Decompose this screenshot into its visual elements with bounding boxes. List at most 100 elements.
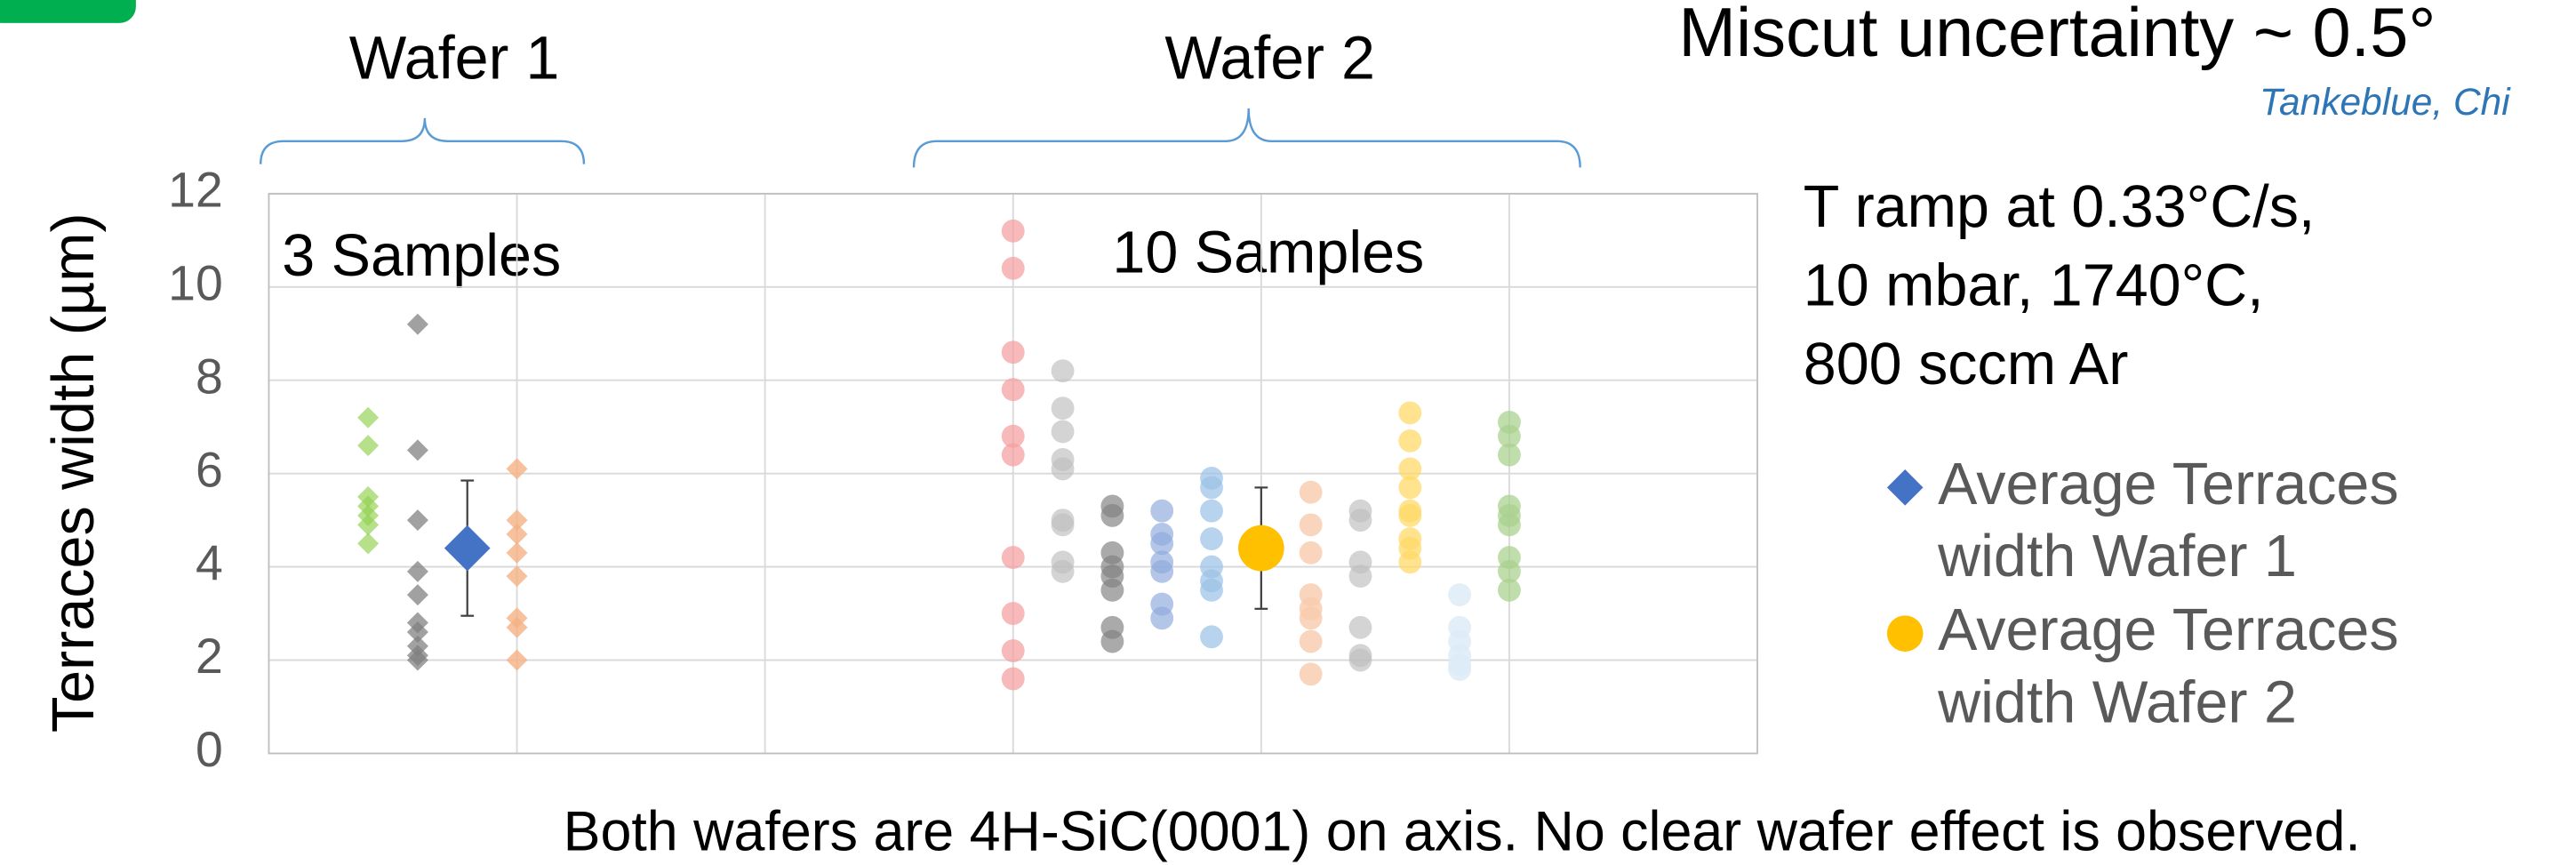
data-point — [1398, 476, 1422, 500]
legend-label: Average Terraces width Wafer 1 — [1938, 449, 2399, 589]
data-point — [1001, 667, 1025, 691]
data-point — [1398, 550, 1422, 574]
data-point — [506, 649, 528, 671]
data-point — [357, 406, 380, 428]
data-point — [1001, 602, 1025, 625]
data-point — [1150, 532, 1174, 556]
data-point — [506, 458, 528, 480]
data-point — [1001, 546, 1025, 570]
note-line: T ramp at 0.33°C/s, — [1804, 174, 2316, 240]
data-point — [1498, 424, 1521, 448]
data-point — [1200, 476, 1223, 500]
data-point — [1448, 658, 1472, 681]
note-line: 10 mbar, 1740°C, — [1804, 252, 2264, 318]
group-label: Wafer 2 — [1164, 25, 1375, 92]
average-point — [1237, 525, 1284, 572]
data-point — [1200, 499, 1223, 523]
data-point — [1150, 559, 1174, 583]
data-point — [1100, 503, 1124, 527]
data-point — [1001, 639, 1025, 662]
data-point — [357, 435, 380, 457]
data-point — [1200, 527, 1223, 551]
data-point — [1001, 443, 1025, 467]
footer: Both wafers are 4H-SiC(0001) on axis. No… — [564, 800, 2361, 862]
wafer-2-brace — [912, 108, 1581, 168]
data-point — [357, 533, 380, 555]
data-point — [506, 523, 528, 545]
data-point — [1498, 443, 1521, 467]
legend-label: Average Terraces width Wafer 2 — [1938, 596, 2399, 736]
y-tick-label: 10 — [168, 255, 223, 310]
data-point — [1150, 606, 1174, 630]
data-point — [406, 621, 428, 644]
data-point — [1498, 513, 1521, 537]
data-point — [1498, 559, 1521, 583]
data-point — [406, 649, 428, 671]
data-point — [1348, 565, 1372, 589]
data-point — [1051, 420, 1075, 444]
data-point — [1299, 606, 1323, 630]
data-point — [1299, 541, 1323, 565]
data-point — [1348, 615, 1372, 639]
data-point — [506, 565, 528, 588]
y-tick-label: 8 — [196, 348, 223, 404]
legend-entry: Average Terraces width Wafer 2 — [1938, 596, 2399, 736]
data-point — [1498, 578, 1521, 602]
data-point — [406, 313, 428, 335]
note-line: 800 sccm Ar — [1804, 332, 2129, 397]
data-point — [1001, 219, 1025, 243]
wafer-1-brace — [260, 117, 586, 164]
plot-frame — [268, 192, 1758, 755]
source: Tankeblue, Chi — [2260, 81, 2511, 123]
data-point — [1348, 648, 1372, 672]
data-point — [1001, 340, 1025, 364]
data-point — [406, 509, 428, 532]
data-point — [1398, 503, 1422, 527]
data-point — [1200, 625, 1223, 649]
data-point — [1001, 424, 1025, 448]
header-badge — [0, 0, 136, 23]
legend-marker — [1886, 469, 1924, 506]
data-point — [1100, 578, 1124, 602]
data-point — [506, 616, 528, 638]
y-tick-label: 2 — [196, 629, 223, 684]
data-point — [1348, 509, 1372, 533]
data-point — [1299, 513, 1323, 537]
data-point — [1398, 401, 1422, 425]
data-point — [1299, 480, 1323, 504]
y-tick-label: 0 — [196, 722, 223, 777]
data-point — [1001, 256, 1025, 280]
group-annotation: 3 Samples — [282, 223, 561, 289]
y-axis-label: Terraces width (µm) — [41, 212, 107, 733]
data-point — [1100, 629, 1124, 653]
data-point — [1001, 378, 1025, 402]
y-tick-label: 12 — [168, 162, 223, 217]
data-point — [1051, 359, 1075, 383]
data-point — [406, 560, 428, 582]
data-point — [506, 541, 528, 564]
y-tick-label: 4 — [196, 535, 223, 590]
data-point — [1398, 429, 1422, 453]
data-point — [1200, 578, 1223, 602]
data-point — [406, 584, 428, 606]
average-point — [444, 525, 491, 572]
data-point — [1448, 583, 1472, 606]
data-point — [406, 439, 428, 461]
data-point — [1299, 662, 1323, 686]
legend-marker — [1886, 615, 1924, 652]
group-annotation: 10 Samples — [1112, 220, 1424, 285]
y-tick-label: 6 — [196, 442, 223, 497]
data-point — [1051, 559, 1075, 583]
data-point — [1051, 396, 1075, 420]
heading: Miscut uncertainty ~ 0.5° — [1678, 0, 2436, 71]
group-label: Wafer 1 — [349, 25, 560, 92]
legend-entry: Average Terraces width Wafer 1 — [1938, 449, 2399, 589]
data-point — [1299, 629, 1323, 653]
data-point — [1051, 457, 1075, 481]
data-point — [1051, 513, 1075, 537]
data-point — [506, 509, 528, 532]
data-point — [1150, 499, 1174, 523]
data-point — [1398, 457, 1422, 481]
